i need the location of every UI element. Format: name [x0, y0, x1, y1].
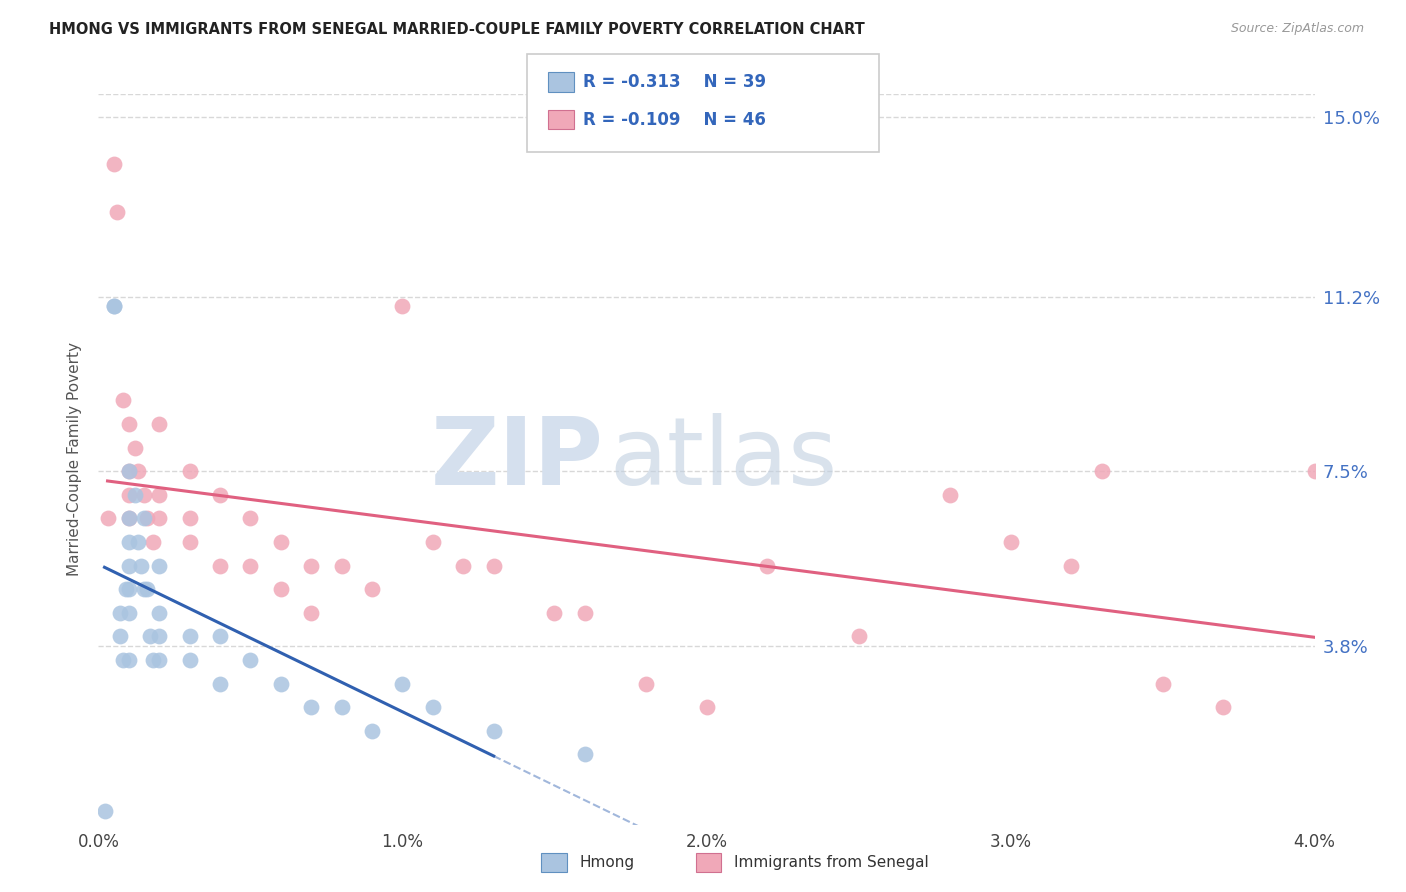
Point: [103, 157, 125, 171]
Point: [179, 511, 201, 525]
Text: HMONG VS IMMIGRANTS FROM SENEGAL MARRIED-COUPLE FAMILY POVERTY CORRELATION CHART: HMONG VS IMMIGRANTS FROM SENEGAL MARRIED…: [49, 22, 865, 37]
Point: [132, 511, 155, 525]
Point: [1152, 676, 1174, 690]
Point: [111, 653, 134, 667]
Point: [108, 629, 131, 643]
Point: [118, 606, 141, 620]
Point: [361, 582, 384, 596]
Point: [299, 558, 322, 573]
Y-axis label: Married-Couple Family Poverty: Married-Couple Family Poverty: [67, 343, 83, 576]
Point: [132, 488, 155, 502]
Point: [1303, 464, 1326, 478]
Point: [239, 558, 262, 573]
Point: [118, 417, 141, 431]
Point: [148, 488, 170, 502]
Point: [330, 700, 353, 714]
Point: [1060, 558, 1083, 573]
Point: [111, 393, 134, 408]
Point: [118, 464, 141, 478]
Point: [634, 676, 657, 690]
Point: [543, 606, 565, 620]
Text: R = -0.313    N = 39: R = -0.313 N = 39: [583, 73, 766, 91]
Point: [299, 700, 322, 714]
Point: [148, 653, 170, 667]
Point: [136, 511, 159, 525]
Point: [361, 723, 384, 738]
Point: [270, 676, 292, 690]
Point: [148, 629, 170, 643]
Point: [118, 464, 141, 478]
Point: [103, 299, 125, 313]
Point: [391, 676, 413, 690]
Point: [179, 629, 201, 643]
Point: [142, 653, 165, 667]
Text: Hmong: Hmong: [579, 855, 634, 870]
Point: [127, 464, 149, 478]
Text: Source: ZipAtlas.com: Source: ZipAtlas.com: [1230, 22, 1364, 36]
Point: [136, 582, 159, 596]
Point: [209, 629, 232, 643]
Point: [330, 558, 353, 573]
Point: [1000, 535, 1022, 549]
Point: [103, 299, 125, 313]
Text: R = -0.109    N = 46: R = -0.109 N = 46: [583, 111, 766, 128]
Point: [108, 606, 131, 620]
Point: [127, 535, 149, 549]
Point: [142, 535, 165, 549]
Point: [239, 511, 262, 525]
Point: [148, 511, 170, 525]
Point: [1212, 700, 1234, 714]
Point: [118, 558, 141, 573]
Point: [1091, 464, 1114, 478]
Point: [124, 441, 146, 455]
Point: [124, 488, 146, 502]
Point: [179, 535, 201, 549]
Text: Immigrants from Senegal: Immigrants from Senegal: [734, 855, 929, 870]
Point: [118, 535, 141, 549]
Point: [139, 629, 162, 643]
Point: [209, 558, 232, 573]
Point: [132, 582, 155, 596]
Point: [482, 558, 505, 573]
Point: [299, 606, 322, 620]
Point: [148, 417, 170, 431]
Point: [209, 488, 232, 502]
Point: [270, 535, 292, 549]
Point: [453, 558, 475, 573]
Point: [96, 511, 118, 525]
Point: [118, 511, 141, 525]
Point: [118, 488, 141, 502]
Point: [114, 582, 136, 596]
Point: [696, 700, 718, 714]
Point: [270, 582, 292, 596]
Point: [574, 747, 596, 762]
Point: [105, 204, 128, 219]
Point: [129, 558, 152, 573]
Point: [848, 629, 870, 643]
Point: [118, 582, 141, 596]
Point: [391, 299, 413, 313]
Text: ZIP: ZIP: [430, 413, 603, 506]
Point: [239, 653, 262, 667]
Point: [422, 535, 444, 549]
Point: [209, 676, 232, 690]
Point: [148, 606, 170, 620]
Point: [939, 488, 962, 502]
Point: [574, 606, 596, 620]
Point: [179, 653, 201, 667]
Text: atlas: atlas: [609, 413, 838, 506]
Point: [118, 653, 141, 667]
Point: [179, 464, 201, 478]
Point: [93, 804, 115, 818]
Point: [148, 558, 170, 573]
Point: [422, 700, 444, 714]
Point: [482, 723, 505, 738]
Point: [118, 511, 141, 525]
Point: [756, 558, 779, 573]
